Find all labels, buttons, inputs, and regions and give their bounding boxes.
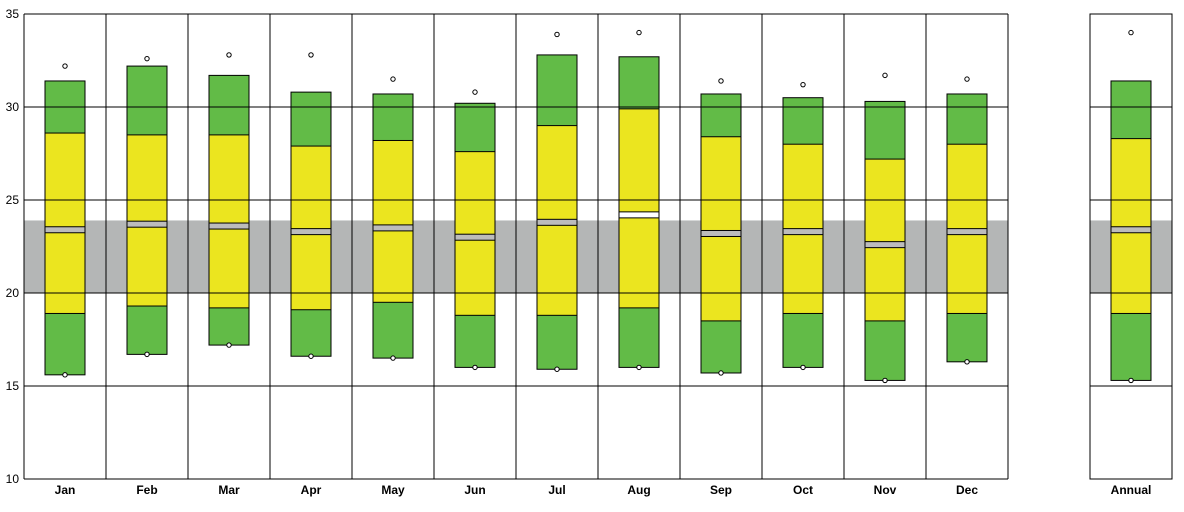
median-aug bbox=[618, 211, 660, 219]
min-marker-aug bbox=[636, 364, 642, 371]
max-marker-nov bbox=[882, 72, 888, 79]
min-marker-mar bbox=[226, 342, 232, 348]
median-jan bbox=[44, 226, 86, 234]
median-may bbox=[372, 224, 414, 232]
min-marker-jan bbox=[62, 372, 68, 378]
median-jun bbox=[454, 233, 496, 241]
y-tick-30: 30 bbox=[6, 100, 20, 114]
median-annual bbox=[1110, 226, 1152, 234]
max-marker-dec bbox=[964, 76, 970, 82]
annual-panel-frame bbox=[1089, 13, 1173, 480]
box-inner-aug bbox=[618, 108, 660, 309]
max-marker-may bbox=[390, 76, 396, 82]
median-jul bbox=[536, 218, 578, 226]
x-label-aug: Aug bbox=[627, 483, 650, 497]
x-label-nov: Nov bbox=[874, 483, 897, 497]
max-marker-jan bbox=[62, 63, 68, 69]
min-marker-jul bbox=[554, 366, 560, 372]
box-inner-may bbox=[372, 139, 414, 303]
x-axis-category-labels: Jan Feb Mar Apr May Jun Jul Aug Sep Oct Nov Dec Annu… bbox=[55, 483, 1152, 497]
median-mar bbox=[208, 222, 250, 230]
max-marker-annual bbox=[1128, 29, 1134, 36]
max-marker-feb bbox=[144, 55, 150, 62]
box-inner-sep bbox=[700, 136, 742, 322]
max-marker-mar bbox=[226, 52, 232, 58]
x-label-annual: Annual bbox=[1111, 483, 1152, 497]
x-label-jul: Jul bbox=[548, 483, 565, 497]
max-marker-aug bbox=[636, 29, 642, 36]
box-inner-annual bbox=[1110, 138, 1152, 314]
x-label-jun: Jun bbox=[464, 483, 485, 497]
min-marker-feb bbox=[144, 351, 150, 358]
box-series bbox=[44, 54, 1152, 381]
min-marker-dec bbox=[964, 359, 970, 365]
x-label-mar: Mar bbox=[218, 483, 240, 497]
median-oct bbox=[782, 228, 824, 236]
median-dec bbox=[946, 228, 988, 236]
x-label-dec: Dec bbox=[956, 483, 978, 497]
x-label-sep: Sep bbox=[710, 483, 732, 497]
min-marker-nov bbox=[882, 377, 888, 384]
median-nov bbox=[864, 241, 906, 249]
box-inner-apr bbox=[290, 145, 332, 311]
x-label-feb: Feb bbox=[136, 483, 157, 497]
box-inner-jan bbox=[44, 132, 86, 314]
min-marker-sep bbox=[718, 370, 724, 376]
max-marker-sep bbox=[718, 78, 724, 84]
y-tick-25: 25 bbox=[6, 193, 20, 207]
x-label-apr: Apr bbox=[301, 483, 322, 497]
max-marker-apr bbox=[308, 52, 314, 58]
max-marker-oct bbox=[800, 81, 806, 88]
max-marker-jun bbox=[472, 89, 478, 95]
box-inner-feb bbox=[126, 134, 168, 307]
x-label-may: May bbox=[381, 483, 405, 497]
extreme-markers bbox=[62, 29, 1134, 384]
box-inner-jun bbox=[454, 151, 496, 316]
min-marker-apr bbox=[308, 353, 314, 359]
median-apr bbox=[290, 228, 332, 236]
min-marker-oct bbox=[800, 364, 806, 371]
y-tick-10: 10 bbox=[6, 472, 20, 486]
min-marker-annual bbox=[1128, 377, 1134, 384]
x-label-oct: Oct bbox=[793, 483, 813, 497]
min-marker-jun bbox=[472, 364, 478, 371]
y-tick-15: 15 bbox=[6, 379, 20, 393]
box-inner-mar bbox=[208, 134, 250, 309]
y-tick-20: 20 bbox=[6, 286, 20, 300]
median-feb bbox=[126, 220, 168, 228]
min-marker-may bbox=[390, 355, 396, 361]
panel-frames bbox=[23, 13, 1173, 480]
y-axis-tick-labels: 10 15 20 25 30 35 bbox=[6, 7, 20, 486]
y-tick-35: 35 bbox=[6, 7, 20, 21]
median-sep bbox=[700, 229, 742, 237]
box-inner-nov bbox=[864, 158, 906, 322]
max-marker-jul bbox=[554, 31, 560, 38]
x-label-jan: Jan bbox=[55, 483, 76, 497]
